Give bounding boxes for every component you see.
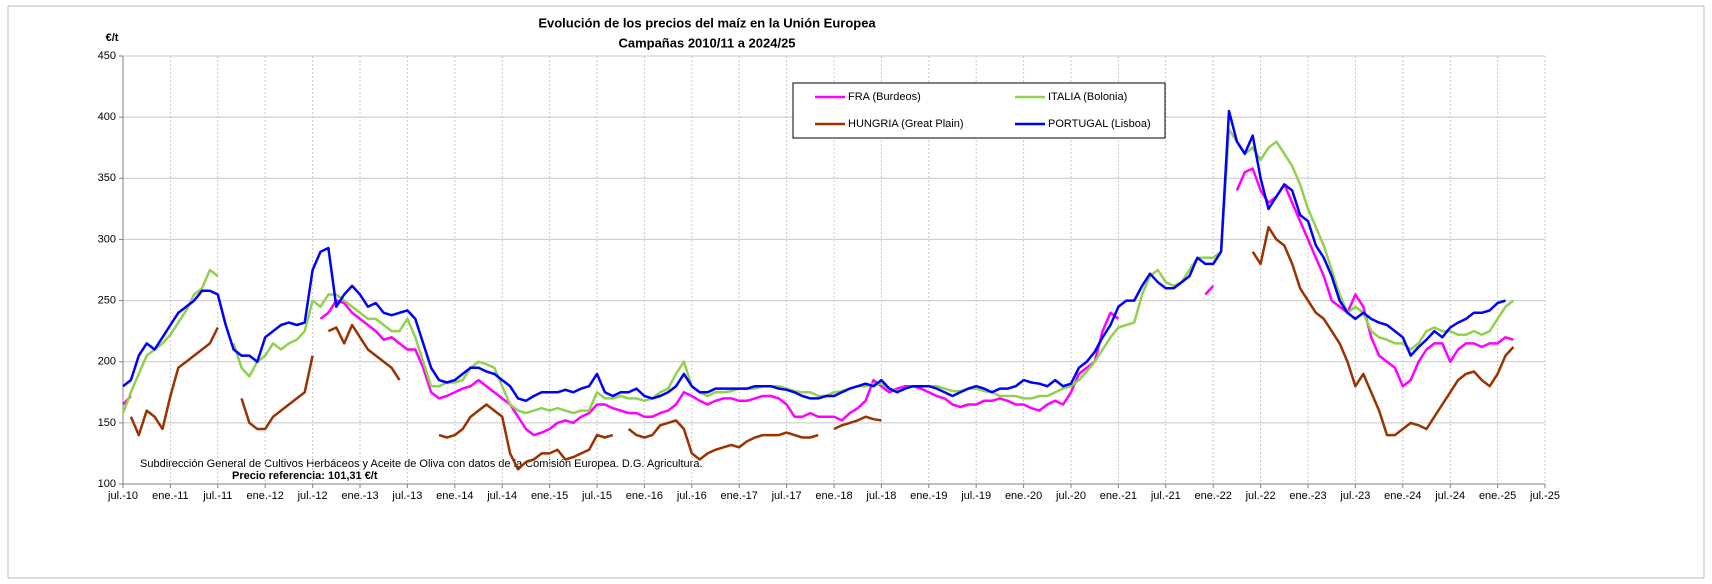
x-tick-label: jul.-14 [486, 490, 517, 502]
y-tick-label: 100 [98, 478, 116, 490]
chart-title: Evolución de los precios del maíz en la … [538, 15, 876, 30]
x-tick-label: jul.-15 [581, 490, 612, 502]
y-tick-label: 450 [98, 50, 116, 62]
x-tick-label: ene.-13 [341, 490, 378, 502]
x-tick-label: jul.-25 [1529, 490, 1560, 502]
x-tick-label: jul.-19 [960, 490, 991, 502]
x-tick-label: ene.-20 [1005, 490, 1042, 502]
y-tick-label: 400 [98, 111, 116, 123]
x-tick-label: jul.-20 [1055, 490, 1086, 502]
x-tick-label: ene.-12 [247, 490, 284, 502]
source-note: Subdirección General de Cultivos Herbáce… [140, 458, 703, 470]
x-tick-label: ene.-15 [531, 490, 568, 502]
y-tick-label: 200 [98, 356, 116, 368]
series-line [122, 109, 1506, 403]
legend-label: HUNGRIA (Great Plain) [848, 118, 964, 130]
x-tick-label: jul.-12 [297, 490, 328, 502]
x-tick-label: jul.-17 [771, 490, 802, 502]
series-line [129, 225, 1515, 471]
x-tick-label: ene.-18 [815, 490, 852, 502]
y-tick-label: 150 [98, 417, 116, 429]
x-tick-label: jul.-24 [1434, 490, 1465, 502]
x-tick-label: jul.-10 [107, 490, 138, 502]
reference-note: Precio referencia: 101,31 €/t [232, 470, 378, 482]
x-tick-label: ene.-24 [1384, 490, 1421, 502]
x-tick-label: ene.-11 [152, 490, 189, 502]
legend-label: FRA (Burdeos) [848, 91, 921, 103]
x-tick-label: ene.-21 [1100, 490, 1137, 502]
x-tick-label: ene.-19 [910, 490, 947, 502]
x-tick-label: jul.-18 [865, 490, 896, 502]
legend-label: ITALIA (Bolonia) [1048, 91, 1127, 103]
y-axis-label: €/t [106, 32, 119, 44]
x-tick-label: ene.-14 [436, 490, 473, 502]
x-tick-label: ene.-22 [1195, 490, 1232, 502]
x-tick-label: ene.-16 [626, 490, 663, 502]
y-tick-label: 350 [98, 172, 116, 184]
x-tick-label: jul.-22 [1245, 490, 1276, 502]
x-tick-label: ene.-17 [721, 490, 758, 502]
x-tick-label: ene.-25 [1479, 490, 1516, 502]
x-tick-label: jul.-21 [1150, 490, 1181, 502]
chart-subtitle: Campañas 2010/11 a 2024/25 [618, 35, 795, 50]
y-tick-label: 250 [98, 294, 116, 306]
x-tick-label: jul.-16 [676, 490, 707, 502]
y-tick-label: 300 [98, 233, 116, 245]
x-tick-label: jul.-11 [202, 490, 232, 502]
x-tick-label: jul.-23 [1339, 490, 1370, 502]
legend-box [792, 82, 1166, 139]
x-tick-label: ene.-23 [1289, 490, 1326, 502]
x-tick-label: jul.-13 [391, 490, 422, 502]
legend-label: PORTUGAL (Lisboa) [1048, 118, 1151, 130]
